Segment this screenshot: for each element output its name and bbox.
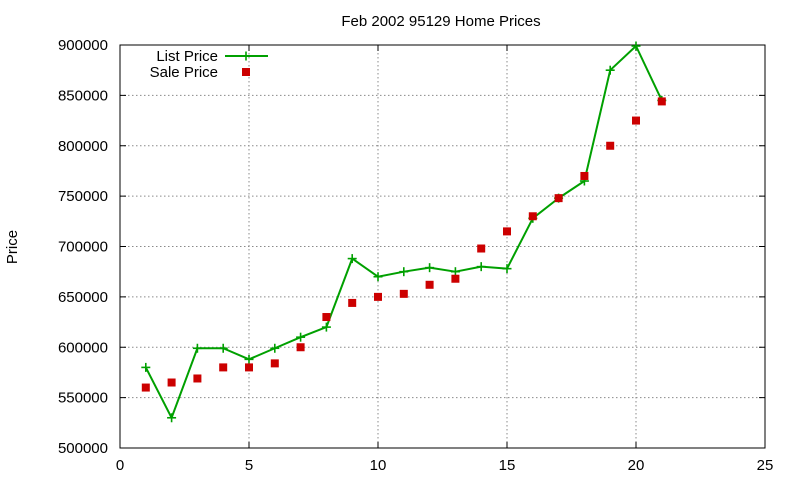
list-price-point (399, 267, 409, 277)
x-tick-label: 5 (245, 457, 253, 474)
list-price-point (347, 254, 357, 264)
list-price-point (192, 343, 202, 353)
legend-label: Sale Price (150, 64, 218, 81)
legend-item: Sale Price (150, 64, 250, 81)
sale-price-point (296, 343, 305, 352)
list-price-point (631, 41, 641, 51)
legend-item: List Price (156, 48, 268, 65)
sale-price-point (477, 244, 486, 253)
sale-price-point (554, 194, 563, 203)
sale-price-point (606, 141, 615, 150)
sale-price-point (528, 212, 537, 221)
y-tick-label: 550000 (58, 390, 108, 407)
list-price-point (244, 354, 254, 364)
legend-label: List Price (156, 48, 218, 65)
sale-price-point (245, 363, 253, 372)
sale-price-point (580, 171, 589, 180)
y-tick-label: 600000 (58, 339, 108, 356)
sale-price-point (399, 289, 408, 298)
y-tick-label: 900000 (58, 37, 108, 54)
sale-price-point (657, 97, 666, 106)
list-price-point (425, 263, 435, 273)
x-tick-label: 25 (757, 457, 774, 474)
sale-price-point (632, 116, 640, 125)
grid (120, 45, 765, 448)
y-tick-label: 650000 (58, 289, 108, 306)
y-tick-label: 750000 (58, 188, 108, 205)
list-price-point (167, 413, 177, 423)
sale-price-point (374, 292, 382, 301)
sale-price-point (167, 378, 176, 387)
x-tick-label: 0 (116, 457, 124, 474)
sale-price-point (425, 280, 434, 289)
list-price-point (502, 264, 512, 274)
y-tick-label: 850000 (58, 87, 108, 104)
list-price-point (605, 65, 615, 75)
list-price-point (476, 262, 486, 272)
chart-title: Feb 2002 95129 Home Prices (341, 13, 540, 30)
legend-plus-marker (241, 51, 251, 61)
series-list-price (141, 41, 667, 423)
list-price-point (450, 267, 460, 277)
list-price-point (218, 343, 228, 353)
y-tick-label: 700000 (58, 239, 108, 256)
axes: 0 5 10 15 20 25 500000 550000 600000 650000 700000… (58, 37, 773, 474)
series (141, 41, 667, 423)
sale-price-point (270, 359, 279, 368)
sale-price-point (348, 298, 357, 307)
sale-price-point (322, 313, 331, 322)
y-tick-label: 500000 (58, 440, 108, 457)
sale-price-point (141, 383, 150, 392)
list-price-line (144, 45, 663, 419)
list-price-point (321, 322, 331, 332)
sale-price-point (193, 374, 202, 383)
y-axis-label: Price (4, 230, 21, 264)
series-sale-price (141, 97, 666, 392)
sale-price-point (451, 274, 460, 283)
list-price-point (296, 332, 306, 342)
sale-price-point (219, 363, 228, 372)
list-price-point (141, 362, 151, 372)
y-tick-label: 800000 (58, 138, 108, 155)
list-price-point (270, 343, 280, 353)
list-price-point (373, 272, 383, 282)
x-tick-label: 10 (370, 457, 387, 474)
legend-square-marker (242, 68, 250, 76)
x-tick-label: 20 (628, 457, 645, 474)
sale-price-point (503, 227, 511, 236)
x-tick-label: 15 (499, 457, 516, 474)
